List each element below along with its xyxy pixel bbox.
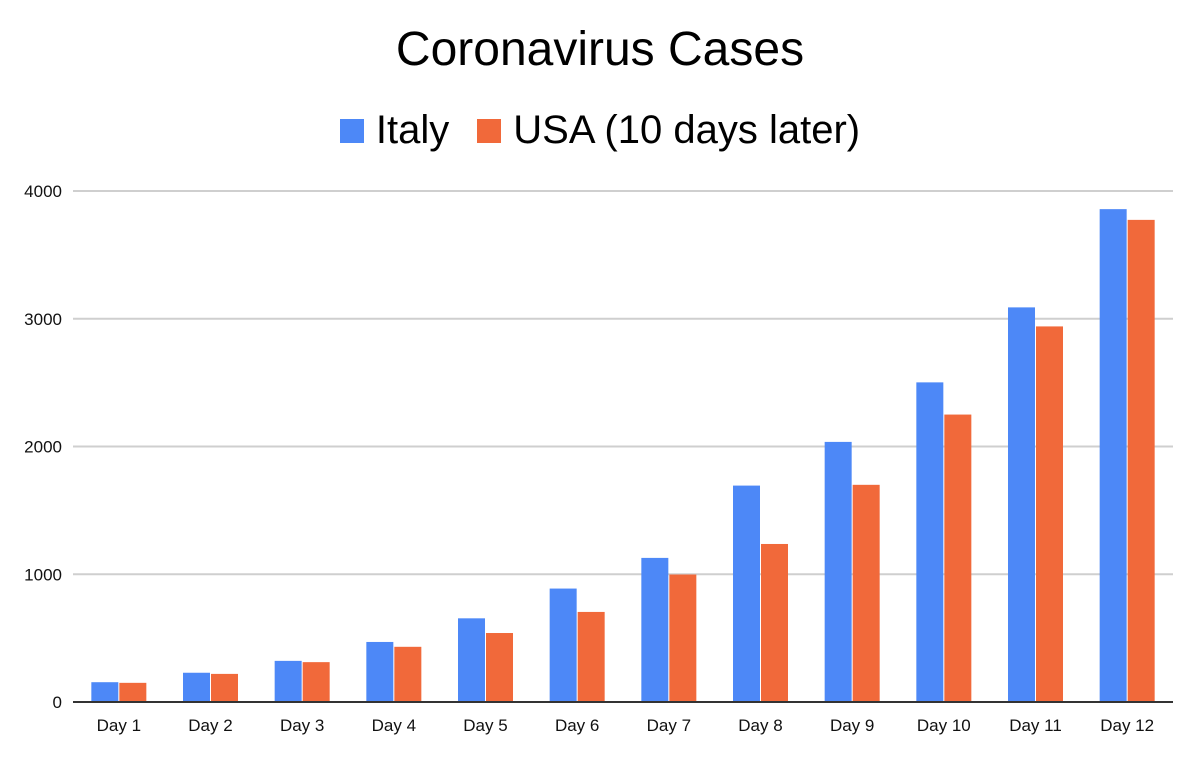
bar-italy [1099,209,1127,702]
x-tick-label: Day 3 [280,716,324,735]
bar-usa [669,574,697,702]
x-tick-label: Day 1 [97,716,141,735]
bar-italy [641,557,669,702]
x-tick-label: Day 4 [372,716,416,735]
bar-usa [302,662,330,702]
chart-title: Coronavirus Cases [395,23,805,76]
legend-label-usa: USA (10 days later) [513,108,861,152]
bar-usa [577,611,605,702]
gridlines [73,190,1173,576]
bar-italy [824,441,852,702]
y-tick-label: 1000 [24,565,62,584]
x-tick-label: Day 12 [1100,716,1154,735]
x-tick-label: Day 8 [738,716,782,735]
bar-italy [1008,307,1035,702]
y-tick-label: 0 [53,693,62,712]
bar-usa [852,484,880,702]
y-tick-label: 2000 [24,438,62,457]
y-tick-label: 3000 [24,310,62,329]
bar-usa [486,633,513,702]
bar-italy [366,641,394,702]
x-tick-label: Day 7 [647,716,691,735]
bar-italy [458,618,485,702]
legend-item-usa: USA (10 days later) [477,108,860,153]
y-tick-label: 4000 [24,182,62,201]
bar-italy [274,660,302,702]
legend-label-italy: Italy [375,108,450,152]
bar-italy [916,382,944,702]
legend-swatch-usa [477,118,502,143]
bar-usa [1127,219,1155,702]
y-axis-ticks: 0 1000 2000 3000 4000 [24,182,62,712]
bar-usa [1036,326,1063,702]
x-tick-label: Day 9 [830,716,874,735]
bar-usa [119,682,147,702]
bars [91,209,1155,702]
legend-item-italy: Italy [339,108,450,153]
bar-italy [733,485,760,702]
legend: Italy USA (10 days later) [0,108,1200,153]
x-tick-label: Day 6 [555,716,599,735]
bar-italy [91,682,119,702]
x-tick-label: Day 2 [188,716,232,735]
x-tick-label: Day 11 [1009,716,1062,735]
bar-usa [211,673,238,702]
bar-italy [183,672,210,702]
bar-italy [549,588,577,702]
bar-usa [761,543,788,702]
x-axis-ticks: Day 1 Day 2 Day 3 Day 4 Day 5 Day 6 Day 7 Day 8… [97,716,1154,735]
legend-swatch-italy [339,118,364,143]
x-tick-label: Day 5 [463,716,507,735]
bar-usa [944,414,972,702]
x-tick-label: Day 10 [917,716,971,735]
bar-usa [394,646,422,702]
